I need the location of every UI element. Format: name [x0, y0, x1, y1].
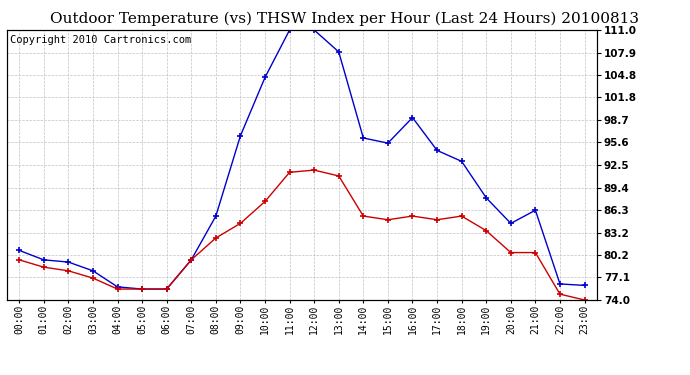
Text: Outdoor Temperature (vs) THSW Index per Hour (Last 24 Hours) 20100813: Outdoor Temperature (vs) THSW Index per …	[50, 11, 640, 26]
Text: Copyright 2010 Cartronics.com: Copyright 2010 Cartronics.com	[10, 35, 191, 45]
